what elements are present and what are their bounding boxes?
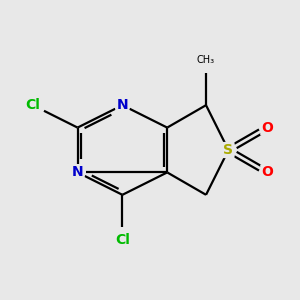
Text: S: S <box>224 143 233 157</box>
Text: Cl: Cl <box>25 98 40 112</box>
Text: O: O <box>261 165 273 179</box>
Text: O: O <box>261 121 273 135</box>
Text: CH₃: CH₃ <box>197 56 215 65</box>
Text: Cl: Cl <box>115 232 130 247</box>
Text: N: N <box>117 98 128 112</box>
Text: N: N <box>72 165 83 179</box>
